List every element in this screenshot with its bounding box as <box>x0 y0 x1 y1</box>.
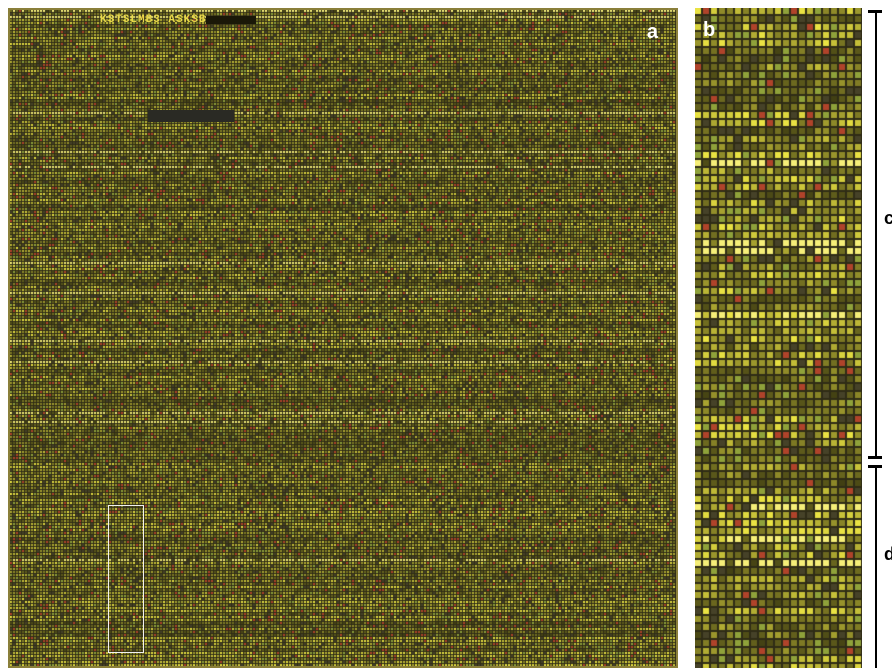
microarray-panel-b: b <box>695 8 862 668</box>
microarray-image-a <box>10 10 676 666</box>
array-header-bar <box>206 16 256 24</box>
panel-label-a: a <box>646 21 658 43</box>
panel-label-b: b <box>703 19 716 41</box>
bracket-d-top-cap <box>868 465 882 468</box>
microarray-zoom-image-b <box>695 8 862 668</box>
bracket-label-c: c <box>884 208 892 228</box>
array-dark-block <box>148 110 234 122</box>
zoom-region-box <box>108 505 144 653</box>
bracket-d-line <box>875 466 877 668</box>
bracket-c-top-cap <box>868 10 882 13</box>
bracket-c-line <box>875 11 877 458</box>
array-header-text: KSTSLMB3 ASKSB <box>100 14 207 26</box>
bracket-label-d: d <box>884 544 892 564</box>
microarray-panel-a: KSTSLMB3 ASKSB a <box>8 8 678 668</box>
bracket-c-bottom-cap <box>868 456 882 459</box>
